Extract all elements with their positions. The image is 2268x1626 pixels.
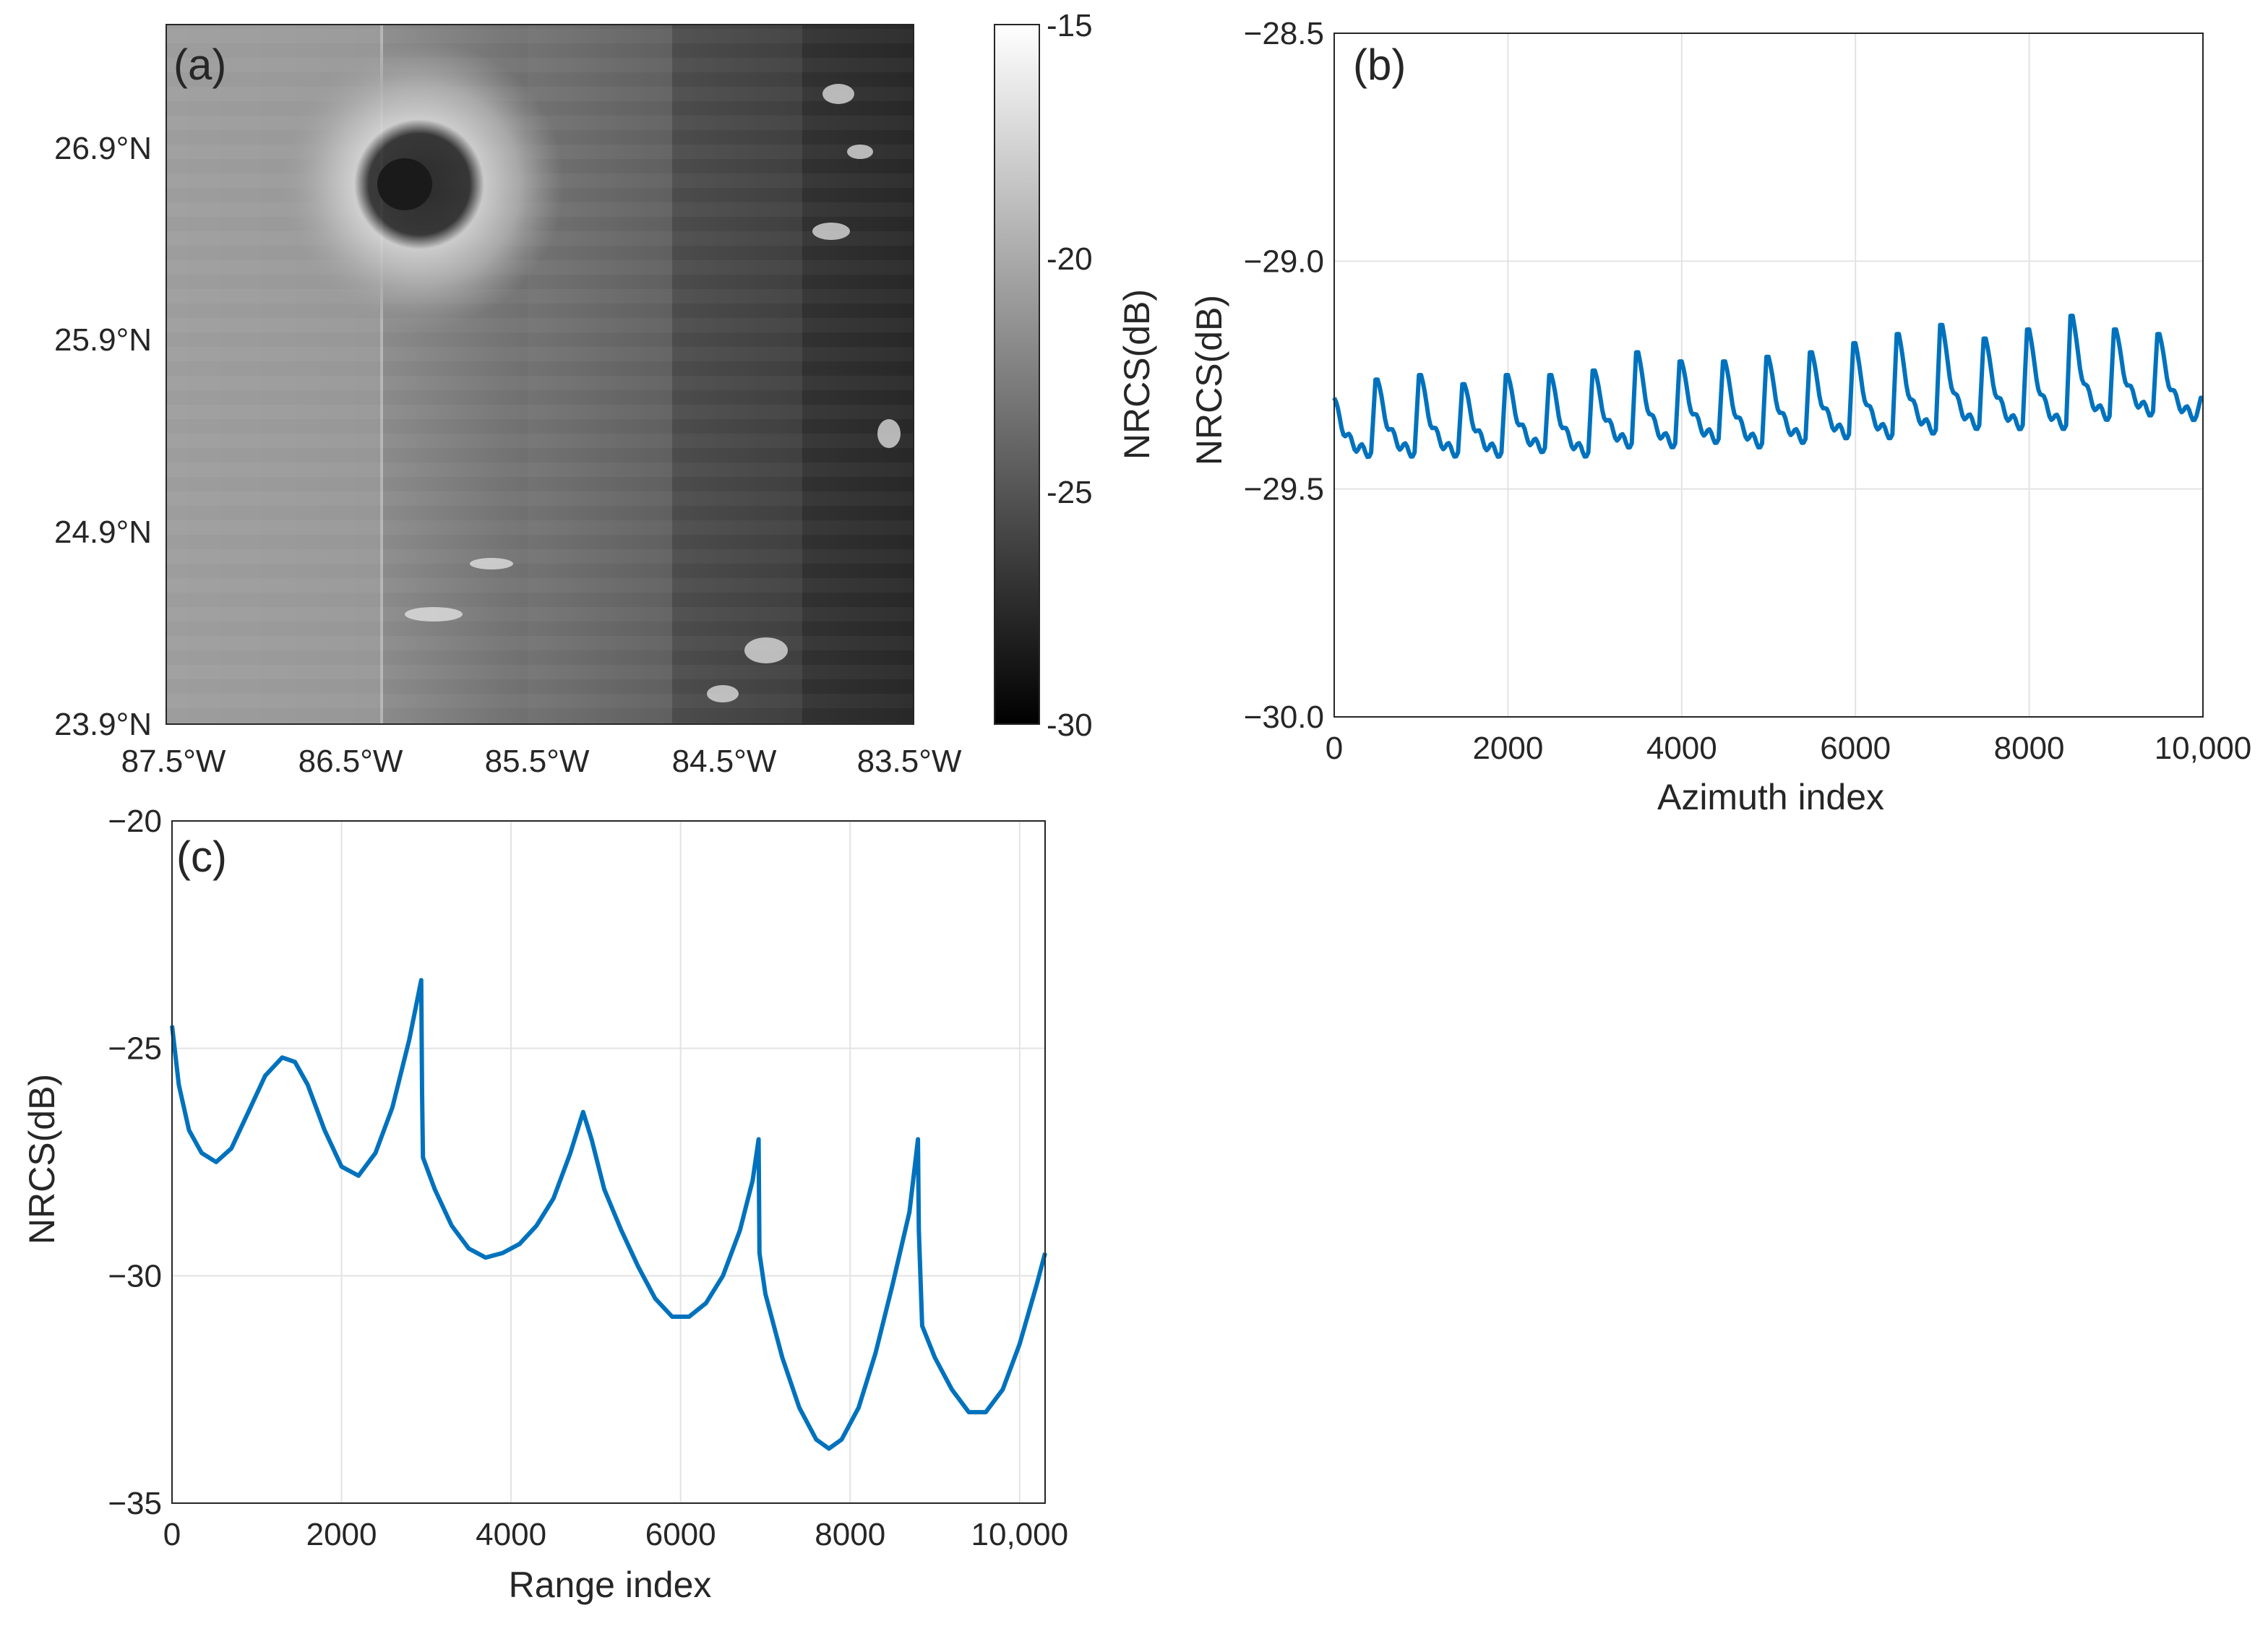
c-ylabel: NRCS(dB) xyxy=(22,1074,62,1244)
c-xtick-2: 4000 xyxy=(476,1517,546,1552)
c-xlabel: Range index xyxy=(509,1565,712,1605)
b-xtick-4: 8000 xyxy=(1994,731,2065,766)
c-ytick-1: −25 xyxy=(108,1031,162,1067)
colorbar-tick-3: -30 xyxy=(1047,707,1093,743)
c-xtick-3: 6000 xyxy=(645,1517,716,1552)
a-ytick-2: 24.9°N xyxy=(54,515,152,550)
a-ytick-3: 23.9°N xyxy=(54,707,152,742)
b-xtick-5: 10,000 xyxy=(2155,731,2252,766)
b-ytick-0: −28.5 xyxy=(1244,16,1324,51)
b-ytick-3: −30.0 xyxy=(1244,700,1324,735)
c-xticks: 0 2000 4000 6000 8000 10,000 xyxy=(163,1517,1068,1552)
colorbar-tick-2: -25 xyxy=(1047,475,1093,510)
c-xtick-4: 8000 xyxy=(815,1517,885,1552)
panel-c-label: (c) xyxy=(176,833,227,881)
colorbar-label: NRCS(dB) xyxy=(1117,289,1157,460)
b-yticks: −28.5 −29.0 −29.5 −30.0 xyxy=(1244,16,1324,735)
a-xtick-3: 84.5°W xyxy=(672,744,777,779)
c-ytick-2: −30 xyxy=(108,1258,162,1294)
c-ytick-0: −20 xyxy=(108,804,162,839)
a-xtick-2: 85.5°W xyxy=(485,744,590,779)
b-ytick-2: −29.5 xyxy=(1244,472,1324,507)
colorbar-tick-1: -20 xyxy=(1047,241,1093,277)
c-xtick-0: 0 xyxy=(163,1517,181,1552)
b-axes-frame xyxy=(1333,33,2204,718)
a-xtick-1: 86.5°W xyxy=(298,744,403,779)
panel-c-range-profile: −20 −25 −30 −35 0 2000 4000 6000 8000 10… xyxy=(22,804,1068,1605)
c-xtick-5: 10,000 xyxy=(971,1517,1069,1552)
panel-a-sar-image: 26.9°N 25.9°N 24.9°N 23.9°N 87.5°W 86.5°… xyxy=(54,8,1157,779)
c-axes-frame xyxy=(171,820,1046,1504)
b-ylabel: NRCS(dB) xyxy=(1189,295,1229,465)
colorbar-tick-0: -15 xyxy=(1047,8,1093,43)
panel-b-label: (b) xyxy=(1353,40,1406,89)
b-xtick-0: 0 xyxy=(1326,731,1343,766)
a-xtick-0: 87.5°W xyxy=(121,744,226,779)
panel-a-label: (a) xyxy=(173,40,226,89)
a-ytick-0: 26.9°N xyxy=(54,131,152,166)
panel-b-azimuth-profile: −28.5 −29.0 −29.5 −30.0 0 2000 4000 6000… xyxy=(1189,16,2251,817)
b-xtick-1: 2000 xyxy=(1472,731,1543,766)
c-series-line xyxy=(170,978,1047,1451)
colorbar: -15 -20 -25 -30 NRCS(dB) xyxy=(994,8,1157,743)
a-xtick-4: 83.5°W xyxy=(857,744,962,779)
a-ytick-1: 25.9°N xyxy=(54,322,152,358)
b-ytick-1: −29.0 xyxy=(1244,244,1324,279)
b-xlabel: Azimuth index xyxy=(1657,777,1884,817)
c-yticks: −20 −25 −30 −35 xyxy=(108,804,162,1521)
b-grid xyxy=(1333,33,2204,718)
b-xticks: 0 2000 4000 6000 8000 10,000 xyxy=(1326,731,2252,766)
b-xtick-3: 6000 xyxy=(1820,731,1891,766)
b-series-line xyxy=(1332,314,2203,460)
b-xtick-2: 4000 xyxy=(1646,731,1717,766)
sar-image xyxy=(166,25,914,724)
c-ytick-3: −35 xyxy=(108,1486,162,1521)
c-xtick-1: 2000 xyxy=(306,1517,377,1552)
